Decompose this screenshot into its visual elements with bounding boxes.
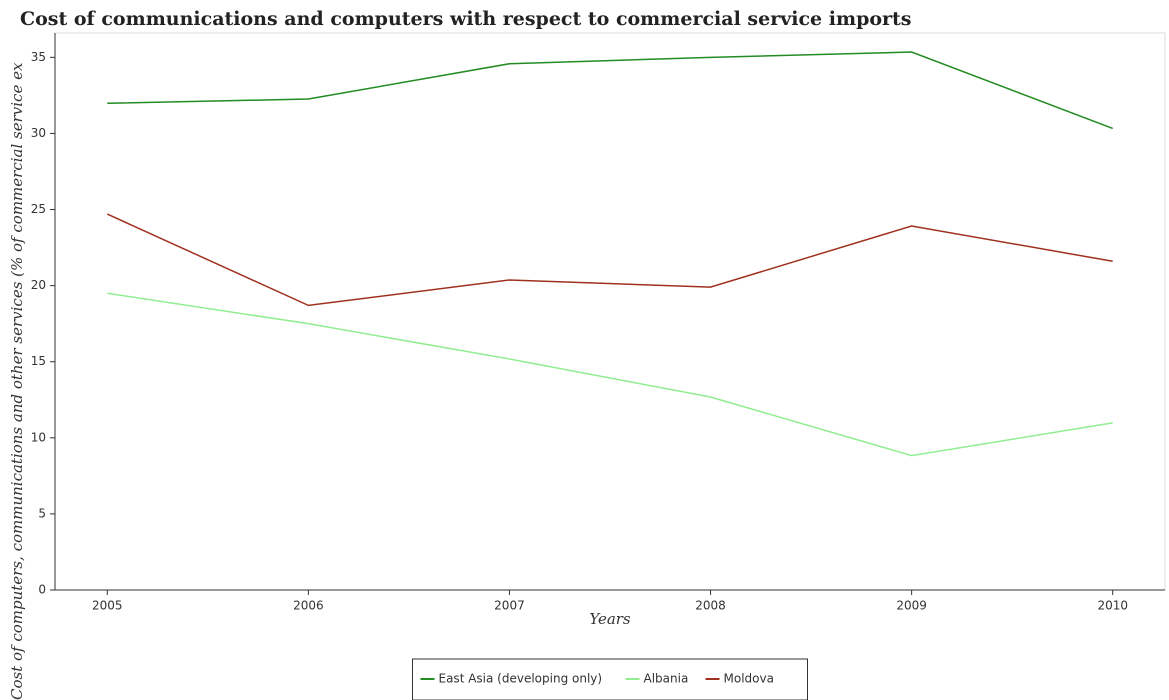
- plot-area: [54, 32, 1166, 591]
- y-tick-label: 0: [38, 583, 46, 597]
- x-tick-label: 2010: [1097, 599, 1128, 613]
- line: [107, 292, 1113, 457]
- legend-box: [412, 658, 808, 700]
- y-tick-label: 20: [31, 278, 46, 292]
- line: [107, 51, 1113, 130]
- x-tick-label: 2007: [494, 599, 525, 613]
- y-tick-label: 10: [31, 430, 46, 444]
- x-axis-label: Years: [589, 610, 631, 628]
- x-tick-label: 2009: [896, 599, 927, 613]
- y-tick-label: 25: [31, 202, 46, 216]
- y-tick-label: 15: [31, 354, 46, 368]
- y-tick-label: 30: [31, 126, 46, 140]
- chart-title: Cost of communications and computers wit…: [20, 8, 912, 30]
- x-tick-label: 2006: [293, 599, 324, 613]
- y-tick-label: 5: [38, 506, 46, 520]
- line: [106, 213, 1113, 307]
- legend-label: East Asia (developing only): [439, 672, 603, 686]
- y-axis-label: Cost of computers, communications and ot…: [8, 62, 26, 700]
- legend-label: Moldova: [724, 672, 774, 686]
- legend-label: Albania: [644, 672, 689, 686]
- x-tick-label: 2008: [695, 599, 726, 613]
- y-tick-label: 35: [31, 50, 46, 64]
- x-tick-label: 2005: [92, 599, 123, 613]
